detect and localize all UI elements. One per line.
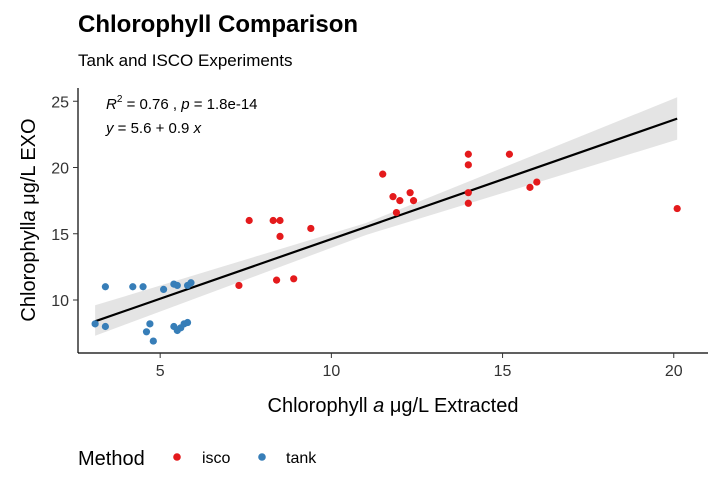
data-point-tank	[101, 283, 109, 291]
x-axis-title-unit: μg/L Extracted	[384, 395, 518, 417]
legend-swatch-isco	[173, 453, 181, 461]
data-point-tank	[146, 320, 154, 328]
data-point-isco	[389, 193, 397, 201]
data-point-isco	[464, 150, 472, 158]
data-point-isco	[276, 216, 284, 225]
svg-text:R2 = 0.76 , p = 1.8e-14: R2 = 0.76 , p = 1.8e-14	[106, 94, 258, 113]
y-axis-title: Chlorophylla μg/L EXO	[18, 118, 40, 321]
data-point-isco	[307, 224, 315, 233]
data-point-tank	[173, 281, 181, 290]
data-point-isco	[673, 204, 681, 213]
data-point-isco	[379, 170, 387, 178]
data-point-tank	[129, 283, 137, 291]
data-point-isco	[396, 197, 404, 205]
y-axis-title-unit: μg/L EXO	[18, 118, 40, 210]
data-point-isco	[272, 276, 281, 284]
x-axis-title-italic: a	[373, 395, 384, 417]
data-point-isco	[533, 178, 541, 186]
x-tick-label: 20	[665, 363, 683, 380]
data-point-tank	[159, 285, 168, 293]
stats-p-value: = 1.8e-14	[190, 96, 258, 113]
data-point-isco	[392, 208, 401, 217]
legend: Method isco tank	[78, 448, 317, 470]
data-point-tank	[139, 283, 147, 291]
x-axis-title-part: Chlorophyll	[268, 395, 374, 417]
regression-line	[94, 117, 678, 323]
data-point-isco	[505, 150, 514, 158]
x-tick-label: 10	[322, 363, 340, 380]
legend-title: Method	[78, 448, 145, 470]
data-point-isco	[269, 216, 277, 225]
data-point-isco	[290, 275, 298, 283]
legend-label-tank: tank	[286, 450, 317, 467]
y-tick-label: 20	[51, 161, 69, 178]
chart-title: Chlorophyll Comparison	[78, 11, 358, 38]
stats-r-symbol: R	[106, 96, 117, 113]
equation-x: x	[193, 120, 202, 137]
y-tick-label: 15	[51, 227, 69, 244]
equation-y: y	[105, 120, 115, 137]
stats-annotation: R2 = 0.76 , p = 1.8e-14 y = 5.6 + 0.9 x	[105, 94, 258, 137]
plot-area	[91, 97, 681, 345]
data-point-isco	[245, 216, 253, 225]
chart-subtitle: Tank and ISCO Experiments	[78, 51, 292, 70]
data-point-isco	[409, 197, 418, 205]
data-point-isco	[235, 281, 243, 290]
stats-r-value: = 0.76 ,	[122, 96, 181, 113]
data-point-isco	[526, 183, 534, 191]
x-tick-label: 5	[156, 363, 165, 380]
stats-p-symbol: p	[180, 96, 189, 113]
confidence-band	[95, 97, 678, 336]
data-point-isco	[464, 189, 472, 197]
data-point-tank	[149, 337, 157, 345]
equation-body: = 5.6 + 0.9	[114, 120, 194, 137]
data-point-tank	[183, 318, 192, 327]
y-tick-label: 25	[51, 94, 69, 111]
svg-text:y = 5.6 + 0.9 x: y = 5.6 + 0.9 x	[105, 120, 202, 137]
y-tick-label: 10	[51, 293, 69, 310]
axis-ticks: 5 10 15 20 10 15 20 25	[51, 94, 683, 380]
data-point-isco	[464, 161, 472, 169]
legend-swatch-tank	[258, 453, 266, 461]
x-axis-title: Chlorophyll a μg/L Extracted	[268, 395, 519, 417]
data-point-tank	[187, 279, 195, 287]
y-axis-title-italic: a	[18, 210, 40, 221]
data-point-isco	[406, 189, 414, 197]
data-point-tank	[91, 320, 99, 328]
x-tick-label: 15	[494, 363, 512, 380]
stats-r-exponent: 2	[117, 94, 123, 105]
data-point-tank	[142, 328, 151, 336]
data-point-isco	[464, 199, 472, 207]
data-point-isco	[276, 232, 284, 240]
legend-label-isco: isco	[202, 450, 231, 467]
data-point-tank	[101, 322, 109, 331]
y-axis-title-part: Chlorophyll	[18, 222, 40, 322]
